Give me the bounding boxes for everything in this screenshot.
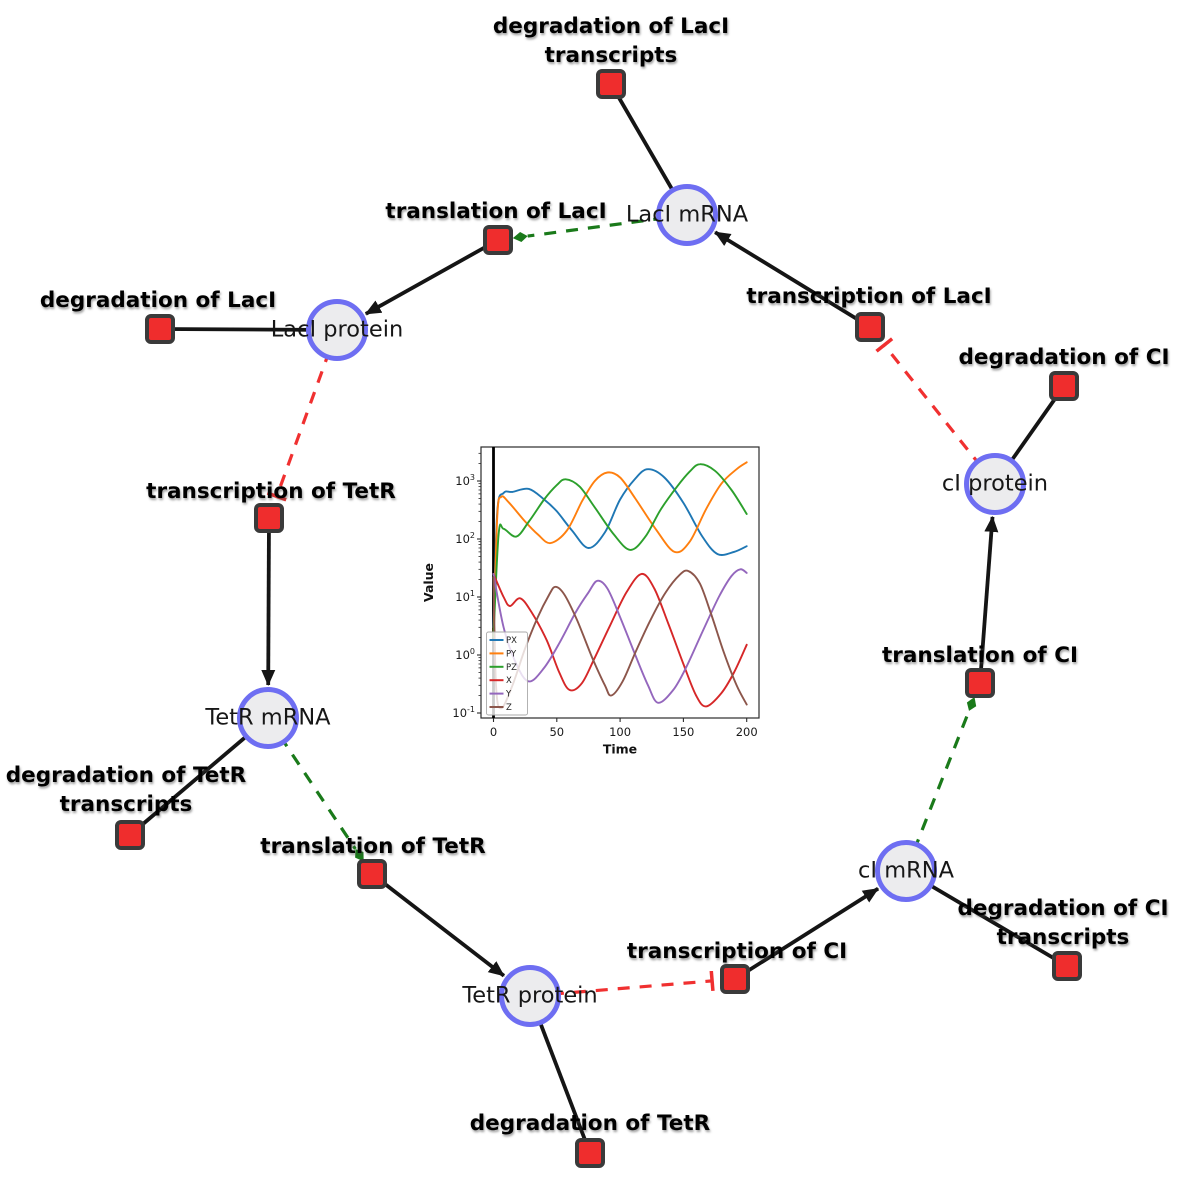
edge-product-translation-of-laci-to-laci-protein — [364, 238, 499, 316]
y-tick-label: 103 — [455, 473, 475, 488]
svg-text:PX: PX — [506, 636, 517, 646]
edge-product-transcription-of-ci-to-ci-mrna — [733, 886, 880, 981]
legend-entry-X: X — [489, 676, 512, 686]
reaction-node-transcription-of-tetr[interactable] — [254, 503, 284, 533]
svg-text:PY: PY — [506, 649, 517, 659]
chart-series-PY — [492, 461, 748, 639]
reaction-node-translation-of-ci[interactable] — [965, 668, 995, 698]
x-tick-label: 150 — [672, 725, 694, 739]
reaction-node-degradation-of-tetr[interactable] — [575, 1138, 605, 1168]
edge-product-transcription-of-tetr-to-tetr-mrna — [261, 517, 276, 686]
legend-entry-PZ: PZ — [489, 663, 517, 673]
chart-series-Z — [492, 569, 748, 710]
chart-series-PX — [492, 468, 748, 629]
edge-product-transcription-of-laci-to-laci-mrna — [714, 230, 871, 329]
edge-reactant-ci-mrna-to-degradation-of-ci-transcripts — [905, 869, 1068, 968]
reaction-node-transcription-of-laci[interactable] — [855, 312, 885, 342]
chart-legend: PX PY PZ XYZ — [486, 631, 528, 716]
svg-text:Y: Y — [505, 690, 512, 700]
y-tick-label: 100 — [455, 647, 475, 662]
x-tick-label: 200 — [736, 725, 758, 739]
legend-entry-Y: Y — [489, 690, 512, 700]
reaction-node-transcription-of-ci[interactable] — [720, 964, 750, 994]
y-axis-label-value: Value — [421, 563, 436, 602]
svg-text:X: X — [506, 676, 512, 686]
legend-entry-PY: PY — [489, 649, 517, 659]
reaction-node-translation-of-laci[interactable] — [483, 225, 513, 255]
species-node-laci-protein[interactable] — [306, 299, 368, 361]
reaction-node-degradation-of-ci-transcripts[interactable] — [1052, 951, 1082, 981]
species-node-ci-protein[interactable] — [964, 453, 1026, 515]
reaction-node-degradation-of-laci[interactable] — [145, 314, 175, 344]
svg-text:Z: Z — [506, 703, 512, 713]
x-tick-label: 100 — [609, 725, 631, 739]
x-tick-label: 0 — [490, 725, 497, 739]
chart-series-PZ — [492, 463, 748, 639]
chart-series-X — [492, 572, 748, 708]
svg-text:PZ: PZ — [506, 663, 517, 673]
legend-entry-Z: Z — [489, 703, 512, 713]
y-tick-label: 10-1 — [452, 705, 475, 720]
timeseries-chart: 0 50 100 150 20010-1100101102103TimeValuePXP… — [421, 446, 760, 757]
species-node-laci-mrna[interactable] — [656, 184, 718, 246]
edge-product-translation-of-tetr-to-tetr-protein — [370, 872, 506, 978]
species-node-tetr-mrna[interactable] — [237, 687, 299, 749]
chart-series-Y — [492, 568, 748, 704]
edge-product-translation-of-ci-to-ci-protein — [978, 515, 999, 684]
legend-entry-PX: PX — [489, 636, 517, 646]
species-node-ci-mrna[interactable] — [875, 840, 937, 902]
reaction-node-translation-of-tetr[interactable] — [357, 859, 387, 889]
x-axis-label-time: Time — [603, 742, 637, 757]
y-tick-label: 102 — [455, 531, 475, 546]
x-tick-label: 50 — [549, 725, 564, 739]
species-node-tetr-protein[interactable] — [499, 965, 561, 1027]
y-tick-label: 101 — [455, 589, 475, 604]
reaction-node-degradation-of-ci[interactable] — [1049, 371, 1079, 401]
reaction-node-degradation-of-laci-transcripts[interactable] — [596, 69, 626, 99]
reaction-node-degradation-of-tetr-transcripts[interactable] — [115, 820, 145, 850]
